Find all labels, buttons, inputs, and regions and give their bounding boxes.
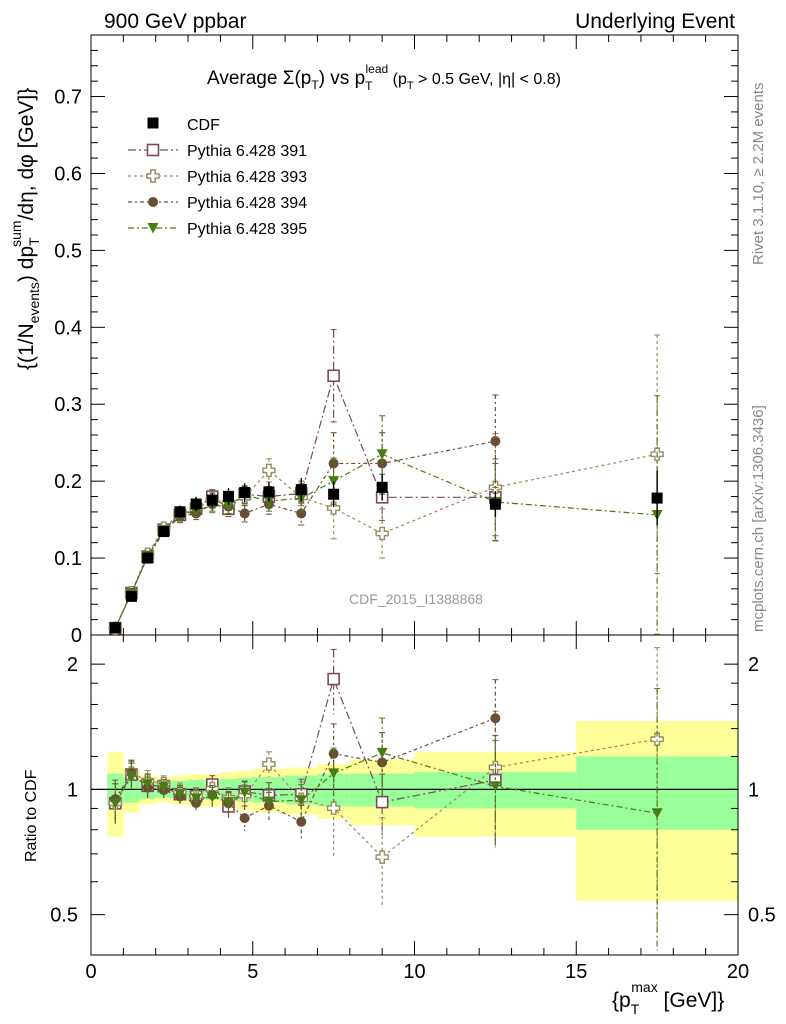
- cdf-point: [206, 494, 218, 506]
- cdf-point: [651, 492, 663, 504]
- x-tick-label: 5: [247, 961, 258, 983]
- main-y-axis-label: {(1/Nevents) dpTsum/dη, dφ [GeV]}: [8, 88, 42, 370]
- cdf-point: [174, 506, 186, 518]
- pythia-6-428-393-point: [375, 526, 389, 541]
- legend-pythia-6-428-393-marker: [146, 169, 160, 183]
- legend-pythia-6-428-391-marker: [146, 143, 160, 157]
- legend-pythia-6-428-395-marker: [147, 223, 159, 234]
- x-axis-label: {pTmax [GeV]}: [612, 979, 724, 1017]
- legend-pythia-6-428-395-label: Pythia 6.428 395: [187, 221, 307, 238]
- legend-pythia-6-428-394-marker: [148, 197, 158, 207]
- cdf-point: [190, 498, 202, 510]
- cdf-point: [142, 552, 154, 564]
- main-y-tick-label: 0.5: [54, 240, 82, 262]
- mcplots-label: mcplots.cern.ch [arXiv:1306.3436]: [750, 405, 767, 632]
- legend-cdf-label: CDF: [187, 117, 220, 134]
- pythia-6-428-393-point: [326, 501, 341, 515]
- pythia-6-428-395-point: [328, 476, 340, 487]
- pythia-6-428-394-ratio-point: [296, 816, 307, 827]
- main-y-tick-label: 0.7: [54, 87, 82, 109]
- x-tick-label: 0: [85, 961, 96, 983]
- pythia-6-428-394-point: [296, 508, 307, 519]
- ratio-y-axis-label: Ratio to CDF: [23, 769, 40, 862]
- pythia-6-428-395-ratio-point: [651, 808, 663, 819]
- main-y-tick-label: 0.2: [54, 471, 82, 493]
- x-tick-label: 20: [727, 961, 749, 983]
- pythia-6-428-391-ratio-point: [327, 672, 340, 686]
- cdf-point: [109, 622, 121, 634]
- pythia-6-428-391-point: [327, 369, 340, 383]
- pythia-6-428-395-ratio-point: [222, 797, 234, 808]
- pythia-6-428-393-ratio-point: [326, 801, 341, 815]
- main-y-tick-label: 0: [71, 625, 82, 647]
- cdf-point: [222, 490, 234, 502]
- header-left: 900 GeV ppbar: [104, 10, 246, 33]
- pythia-6-428-395-ratio-point: [206, 791, 218, 803]
- main-y-tick-label: 0.4: [54, 317, 82, 339]
- pythia-6-428-395-ratio-point: [328, 768, 340, 779]
- legend-pythia-6-428-391-label: Pythia 6.428 391: [187, 143, 307, 160]
- pythia-6-428-395-ratio-point: [158, 782, 170, 793]
- x-tick-label: 10: [403, 961, 425, 983]
- header-right: Underlying Event: [575, 10, 735, 33]
- pythia-6-428-393-point: [262, 463, 276, 478]
- ratio-data-series: [108, 647, 664, 951]
- pythia-6-428-391-ratio-point: [375, 795, 389, 809]
- legend-pythia-6-428-393-label: Pythia 6.428 393: [187, 169, 307, 186]
- main-data-series: [108, 329, 664, 635]
- main-y-tick-label: 0.1: [54, 548, 82, 570]
- cdf-point: [376, 481, 388, 493]
- ratio-y-tick-label: 0.5: [50, 905, 78, 927]
- cdf-point: [328, 488, 340, 500]
- pythia-6-428-395-ratio-point: [190, 793, 202, 804]
- pythia-6-428-395-line: [114, 453, 658, 629]
- pythia-6-428-395-ratio-point: [142, 779, 154, 790]
- legend-pythia-6-428-394-label: Pythia 6.428 394: [187, 195, 307, 212]
- rivet-version-label: Rivet 3.1.10, ≥ 2.2M events: [750, 83, 767, 266]
- axes-ticks: 0 5 10 15 20 0 0.1 0.2 0.3 0.4 0.5 0.6 0.7 0.5 0.5 1 1 2 2: [50, 35, 776, 983]
- cdf-point: [295, 484, 307, 496]
- ratio-y-tick-label-right: 1: [748, 779, 759, 801]
- main-y-tick-label: 0.3: [54, 394, 82, 416]
- ratio-y-tick-label: 2: [67, 654, 78, 676]
- pythia-6-428-395-ratio-point: [125, 771, 137, 782]
- cdf-point: [125, 590, 137, 602]
- ratio-y-tick-label-right: 2: [748, 654, 759, 676]
- pythia-6-428-394-ratio-point: [239, 813, 250, 824]
- pythia-6-428-395-ratio-point: [489, 781, 501, 792]
- pythia-6-428-395-point: [376, 449, 388, 460]
- ratio-y-tick-label-right: 0.5: [748, 905, 776, 927]
- pythia-6-428-394-line: [114, 440, 496, 629]
- legend: CDF Pythia 6.428 391 Pythia 6.428 393 Pythi…: [128, 117, 307, 238]
- x-tick-label: 15: [565, 961, 587, 983]
- main-y-tick-label: 0.6: [54, 163, 82, 185]
- pythia-6-428-393-line: [114, 453, 658, 629]
- pythia-6-428-394-ratio-point: [490, 713, 501, 724]
- pythia-6-428-395-ratio-point: [109, 798, 121, 809]
- pythia-6-428-393-ratio-point: [375, 850, 389, 864]
- pythia-6-428-394-point: [490, 436, 501, 447]
- pythia-6-428-393-ratio-point: [262, 757, 276, 771]
- plot-title: Average Σ(pT) vs pTlead (pT > 0.5 GeV, |…: [207, 62, 561, 93]
- analysis-watermark: CDF_2015_I1388868: [349, 591, 483, 607]
- pythia-6-428-395-ratio-point: [263, 796, 275, 807]
- pythia-6-428-395-ratio-point: [239, 787, 251, 799]
- ratio-y-tick-label: 1: [67, 779, 78, 801]
- legend-cdf-marker: [147, 117, 159, 129]
- cdf-point: [263, 486, 275, 498]
- pythia-6-428-395-ratio-point: [174, 789, 186, 800]
- pythia-6-428-395-point: [222, 500, 234, 512]
- cdf-point: [158, 526, 170, 538]
- cdf-point: [489, 498, 501, 510]
- pythia-6-428-393-ratio-point: [650, 732, 664, 746]
- pythia-6-428-394-point: [239, 508, 250, 519]
- pythia-6-428-395-ratio-point: [295, 795, 307, 806]
- pythia-6-428-395-ratio-point: [376, 747, 388, 759]
- cdf-point: [239, 487, 251, 499]
